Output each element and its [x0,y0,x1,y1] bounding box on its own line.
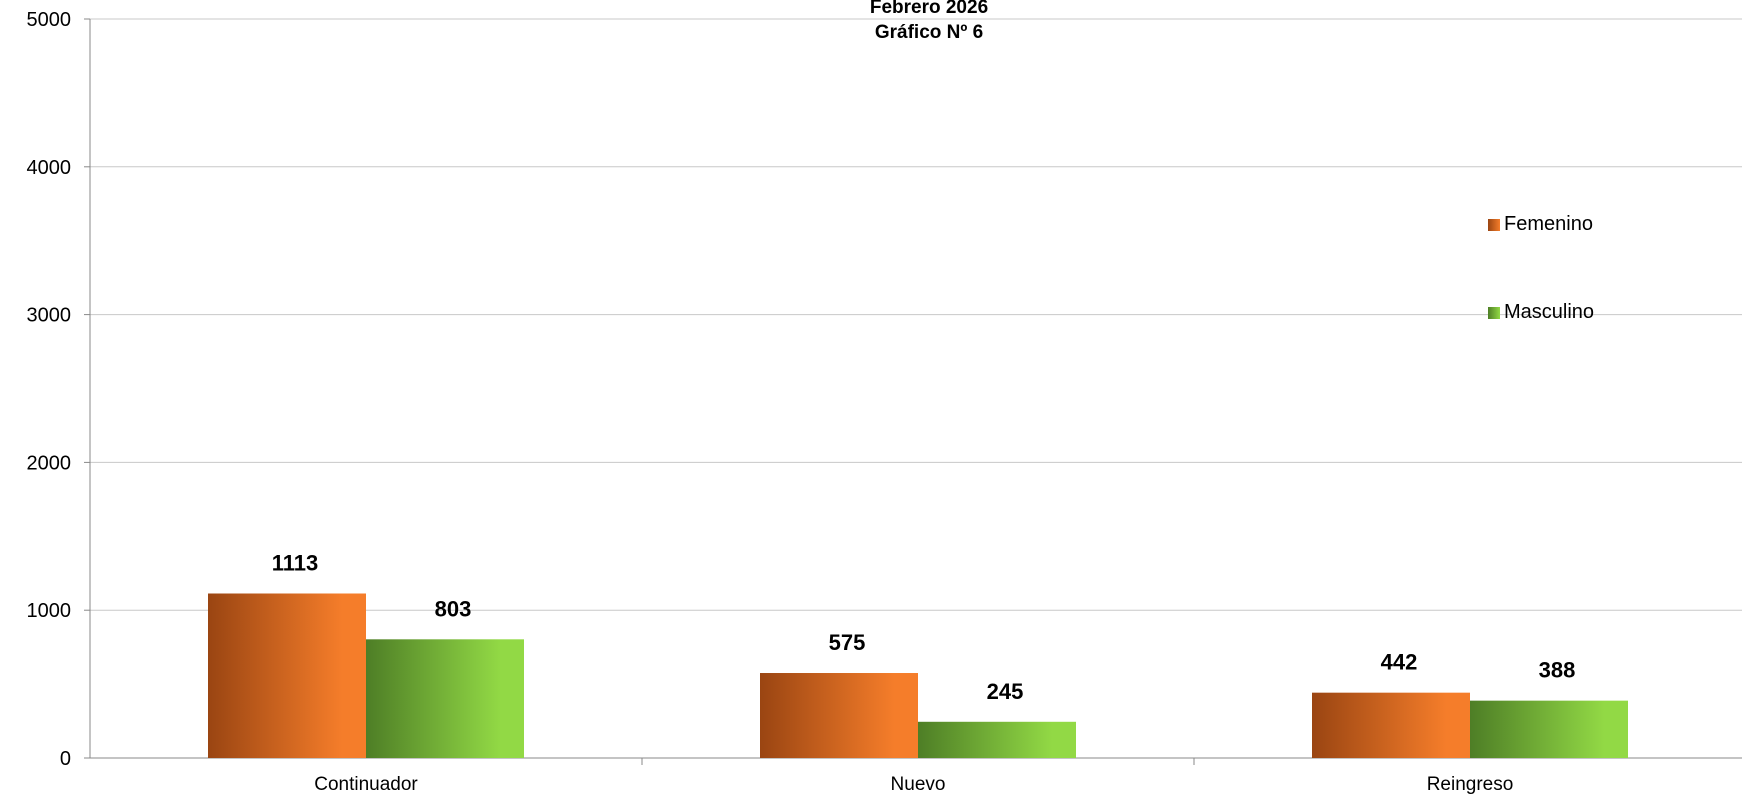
x-tick-label: Reingreso [1427,774,1514,795]
data-label: 245 [987,679,1024,704]
bar-masculino-reingreso [1470,700,1628,758]
chart-title: Febrero 2026 [869,0,989,18]
data-label: 1113 [272,550,319,575]
bar-femenino-nuevo [760,673,918,758]
x-tick-label: Continuador [314,774,418,795]
data-label: 388 [1539,658,1576,683]
legend-swatch-masculino [1488,306,1500,319]
legend-label: Masculino [1504,301,1595,323]
x-tick-label: Nuevo [891,774,946,795]
data-label: 442 [1381,650,1418,675]
y-tick-label: 2000 [27,452,72,474]
legend-item-femenino: Femenino [1488,213,1593,236]
y-tick-label: 0 [60,748,71,770]
bar-masculino-nuevo [918,721,1076,758]
y-tick-label: 1000 [27,600,72,622]
bar-masculino-continuador [366,639,524,758]
y-tick-label: 4000 [27,157,72,179]
data-label: 803 [435,596,472,621]
legend-item-masculino: Masculino [1488,301,1594,324]
bar-femenino-reingreso [1312,692,1470,758]
y-tick-label: 3000 [27,305,72,327]
legend-swatch-femenino [1488,218,1500,231]
chart-subtitle: Gráfico Nº 6 [874,22,984,43]
legend-label: Femenino [1504,213,1593,235]
y-tick-label: 5000 [27,9,72,31]
data-label: 575 [829,630,866,655]
bar-femenino-continuador [208,593,366,758]
